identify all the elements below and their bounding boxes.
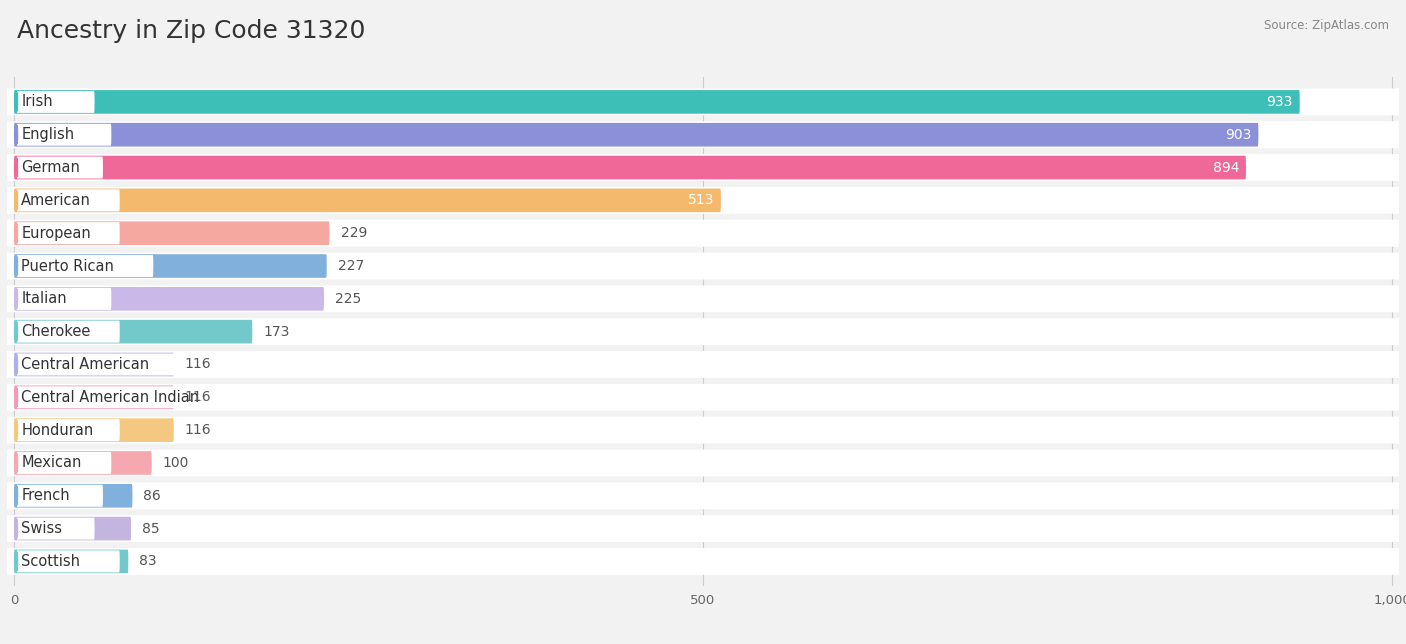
Text: 903: 903: [1225, 128, 1251, 142]
FancyBboxPatch shape: [0, 515, 1406, 542]
FancyBboxPatch shape: [17, 321, 120, 343]
Text: 83: 83: [139, 554, 157, 569]
FancyBboxPatch shape: [14, 451, 152, 475]
Text: Swiss: Swiss: [21, 521, 62, 536]
FancyBboxPatch shape: [17, 452, 111, 474]
FancyBboxPatch shape: [0, 187, 1406, 214]
FancyBboxPatch shape: [14, 549, 128, 573]
Text: English: English: [21, 128, 75, 142]
FancyBboxPatch shape: [14, 484, 132, 507]
FancyBboxPatch shape: [17, 518, 94, 540]
Text: 513: 513: [688, 193, 714, 207]
Text: Scottish: Scottish: [21, 554, 80, 569]
FancyBboxPatch shape: [17, 255, 153, 277]
Text: European: European: [21, 225, 91, 241]
Text: Mexican: Mexican: [21, 455, 82, 471]
FancyBboxPatch shape: [14, 123, 1258, 147]
Text: Italian: Italian: [21, 291, 67, 307]
FancyBboxPatch shape: [17, 288, 111, 310]
FancyBboxPatch shape: [14, 287, 323, 310]
FancyBboxPatch shape: [17, 354, 187, 375]
FancyBboxPatch shape: [17, 485, 103, 507]
Text: Honduran: Honduran: [21, 422, 93, 438]
FancyBboxPatch shape: [0, 318, 1406, 345]
FancyBboxPatch shape: [17, 551, 120, 573]
Text: 229: 229: [340, 226, 367, 240]
FancyBboxPatch shape: [0, 384, 1406, 411]
Text: Puerto Rican: Puerto Rican: [21, 258, 114, 274]
FancyBboxPatch shape: [14, 254, 326, 278]
FancyBboxPatch shape: [14, 353, 174, 376]
Text: Ancestry in Zip Code 31320: Ancestry in Zip Code 31320: [17, 19, 366, 43]
Text: 116: 116: [184, 423, 211, 437]
FancyBboxPatch shape: [14, 386, 174, 409]
FancyBboxPatch shape: [0, 548, 1406, 575]
FancyBboxPatch shape: [14, 516, 131, 540]
FancyBboxPatch shape: [0, 285, 1406, 312]
FancyBboxPatch shape: [0, 220, 1406, 247]
Text: 85: 85: [142, 522, 160, 536]
Text: French: French: [21, 488, 70, 503]
FancyBboxPatch shape: [14, 189, 721, 212]
FancyBboxPatch shape: [14, 90, 1299, 114]
FancyBboxPatch shape: [0, 121, 1406, 148]
Text: Irish: Irish: [21, 95, 53, 109]
Text: Central American: Central American: [21, 357, 149, 372]
Text: 116: 116: [184, 390, 211, 404]
Text: 933: 933: [1267, 95, 1294, 109]
Text: 86: 86: [143, 489, 162, 503]
Text: 225: 225: [335, 292, 361, 306]
FancyBboxPatch shape: [17, 386, 246, 408]
FancyBboxPatch shape: [0, 154, 1406, 181]
Text: Central American Indian: Central American Indian: [21, 390, 200, 405]
Text: Source: ZipAtlas.com: Source: ZipAtlas.com: [1264, 19, 1389, 32]
FancyBboxPatch shape: [17, 91, 94, 113]
Text: 227: 227: [337, 259, 364, 273]
FancyBboxPatch shape: [0, 88, 1406, 115]
Text: 173: 173: [263, 325, 290, 339]
FancyBboxPatch shape: [17, 189, 120, 211]
Text: German: German: [21, 160, 80, 175]
FancyBboxPatch shape: [17, 124, 111, 146]
Text: 894: 894: [1212, 160, 1239, 175]
FancyBboxPatch shape: [0, 450, 1406, 477]
FancyBboxPatch shape: [0, 482, 1406, 509]
FancyBboxPatch shape: [17, 156, 103, 178]
FancyBboxPatch shape: [0, 351, 1406, 378]
FancyBboxPatch shape: [0, 417, 1406, 444]
Text: Cherokee: Cherokee: [21, 324, 90, 339]
FancyBboxPatch shape: [14, 320, 252, 343]
FancyBboxPatch shape: [14, 222, 329, 245]
Text: American: American: [21, 193, 91, 208]
FancyBboxPatch shape: [17, 222, 120, 244]
FancyBboxPatch shape: [14, 419, 174, 442]
FancyBboxPatch shape: [14, 156, 1246, 180]
Text: 100: 100: [163, 456, 190, 470]
Text: 116: 116: [184, 357, 211, 372]
FancyBboxPatch shape: [0, 252, 1406, 279]
FancyBboxPatch shape: [17, 419, 120, 441]
